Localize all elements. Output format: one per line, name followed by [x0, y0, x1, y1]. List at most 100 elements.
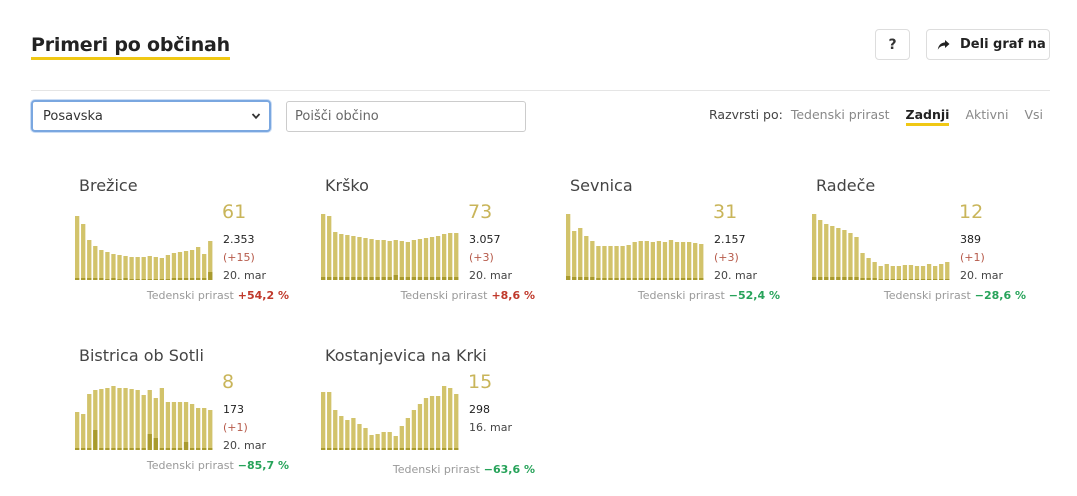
- sparkline-bar-new: [159, 448, 164, 450]
- sparkline-bar: [351, 418, 356, 450]
- municipality-card[interactable]: Brežice 61 2.353 (+15) 20. mar Tedenski prira…: [75, 176, 289, 316]
- weekly-growth: Tedenski prirast −52,4 %: [638, 289, 780, 302]
- sort-option-latest[interactable]: Zadnji: [905, 107, 950, 126]
- sparkline-bar: [908, 265, 914, 280]
- sparkline-chart: [566, 214, 704, 280]
- sparkline-bar: [442, 234, 447, 280]
- municipality-name: Radeče: [816, 176, 876, 195]
- sparkline-bar: [99, 250, 104, 280]
- municipality-card[interactable]: Kostanjevica na Krki 15 298 16. mar Tedenski…: [321, 346, 535, 486]
- sparkline-bar: [375, 240, 380, 280]
- sparkline-bar: [87, 240, 92, 280]
- sparkline-bar: [435, 236, 441, 280]
- sparkline-bar-new: [93, 278, 98, 280]
- sparkline-bar: [423, 398, 429, 450]
- sort-label: Razvrsti po:: [709, 107, 783, 122]
- sparkline-bar-new: [153, 438, 158, 450]
- sparkline-bar-new: [429, 277, 435, 280]
- sparkline-bar-new: [357, 277, 362, 280]
- sparkline-bar: [141, 395, 146, 450]
- sparkline-bar: [141, 257, 146, 280]
- region-select[interactable]: Posavska: [31, 100, 271, 132]
- total-value: 3.057: [469, 233, 501, 246]
- sparkline-bar: [423, 238, 429, 280]
- sparkline-bar-new: [926, 279, 932, 280]
- sparkline-bar-new: [177, 448, 183, 450]
- search-input[interactable]: [286, 101, 526, 132]
- sparkline-bar-new: [339, 277, 344, 280]
- municipality-card[interactable]: Sevnica 31 2.157 (+3) 20. mar Tedenski priras…: [566, 176, 780, 316]
- sparkline-bar: [111, 386, 116, 450]
- daily-delta: (+1): [223, 421, 248, 434]
- sparkline-bar-new: [590, 277, 595, 280]
- sparkline-bar-new: [411, 277, 417, 280]
- municipality-card[interactable]: Bistrica ob Sotli 8 173 (+1) 20. mar Tedenski…: [75, 346, 289, 486]
- weekly-growth: Tedenski prirast −28,6 %: [884, 289, 1026, 302]
- current-value: 8: [222, 371, 235, 393]
- sparkline-bar: [699, 244, 704, 280]
- sparkline-bar: [321, 214, 326, 280]
- municipality-name: Kostanjevica na Krki: [325, 346, 487, 365]
- municipality-card[interactable]: Krško 73 3.057 (+3) 20. mar Tedenski prirast +…: [321, 176, 535, 316]
- sparkline-bar: [596, 246, 601, 280]
- sparkline-chart: [321, 386, 459, 450]
- sparkline-bar-new: [393, 275, 398, 280]
- sparkline-bar-new: [196, 278, 201, 280]
- sparkline-bar-new: [884, 279, 889, 280]
- sparkline-bar: [687, 242, 692, 280]
- sparkline-bar: [860, 253, 865, 280]
- sparkline-bar: [117, 388, 122, 450]
- sparkline-bar: [939, 264, 944, 280]
- sparkline-bar: [812, 214, 817, 280]
- sparkline-bar-new: [854, 277, 859, 280]
- sparkline-bar: [189, 250, 195, 280]
- municipality-card[interactable]: Radeče 12 389 (+1) 20. mar Tedenski prirast −2…: [812, 176, 1026, 316]
- sparkline-bar-new: [842, 277, 847, 280]
- sparkline-bar-new: [99, 278, 104, 280]
- sparkline-bar-new: [866, 278, 871, 280]
- sparkline-bar-new: [614, 278, 619, 280]
- sparkline-bar: [183, 402, 189, 450]
- sparkline-bar-new: [351, 277, 356, 280]
- sparkline-bar: [429, 237, 435, 280]
- sparkline-bar: [411, 240, 417, 280]
- sparkline-bar-new: [117, 448, 122, 450]
- sparkline-bar: [363, 428, 368, 450]
- sparkline-bar-new: [129, 279, 134, 280]
- help-button[interactable]: ?: [875, 29, 910, 60]
- sparkline-bar-new: [351, 448, 356, 450]
- sparkline-bar-new: [920, 279, 926, 280]
- weekly-growth-value: −85,7 %: [237, 459, 289, 472]
- sparkline-bar: [129, 257, 134, 280]
- sort-option-weekly[interactable]: Tedenski prirast: [790, 107, 890, 122]
- sparkline-bar: [208, 410, 213, 450]
- sparkline-bar-new: [626, 278, 631, 280]
- sparkline-bar-new: [117, 279, 122, 280]
- sparkline-bar-new: [87, 278, 92, 280]
- sparkline-bar: [75, 216, 80, 280]
- weekly-growth: Tedenski prirast +8,6 %: [401, 289, 535, 302]
- sparkline-bar-new: [81, 278, 86, 280]
- weekly-growth-label: Tedenski prirast: [146, 459, 234, 472]
- sparkline-bar: [159, 258, 164, 280]
- sort-option-all[interactable]: Vsi: [1024, 107, 1043, 122]
- sparkline-bar-new: [375, 448, 380, 450]
- sparkline-bar: [93, 390, 98, 450]
- sparkline-bar-new: [202, 448, 207, 450]
- sparkline-bar: [177, 252, 183, 280]
- share-button[interactable]: Deli graf na: [926, 29, 1050, 60]
- sparkline-bar-new: [933, 279, 938, 280]
- chevron-down-icon: [251, 113, 261, 120]
- sparkline-bar-new: [333, 448, 338, 450]
- sparkline-bar-new: [387, 277, 392, 280]
- current-value: 73: [468, 201, 493, 223]
- sparkline-bar: [411, 410, 417, 450]
- sort-option-active[interactable]: Aktivni: [965, 107, 1009, 122]
- sparkline-bar: [454, 233, 459, 280]
- sparkline-bar-new: [99, 448, 104, 450]
- sparkline-bar-new: [644, 278, 649, 280]
- sparkline-bar: [327, 392, 332, 450]
- sparkline-bar: [608, 246, 613, 280]
- sparkline-bar: [129, 389, 134, 450]
- sparkline-bar-new: [448, 277, 453, 280]
